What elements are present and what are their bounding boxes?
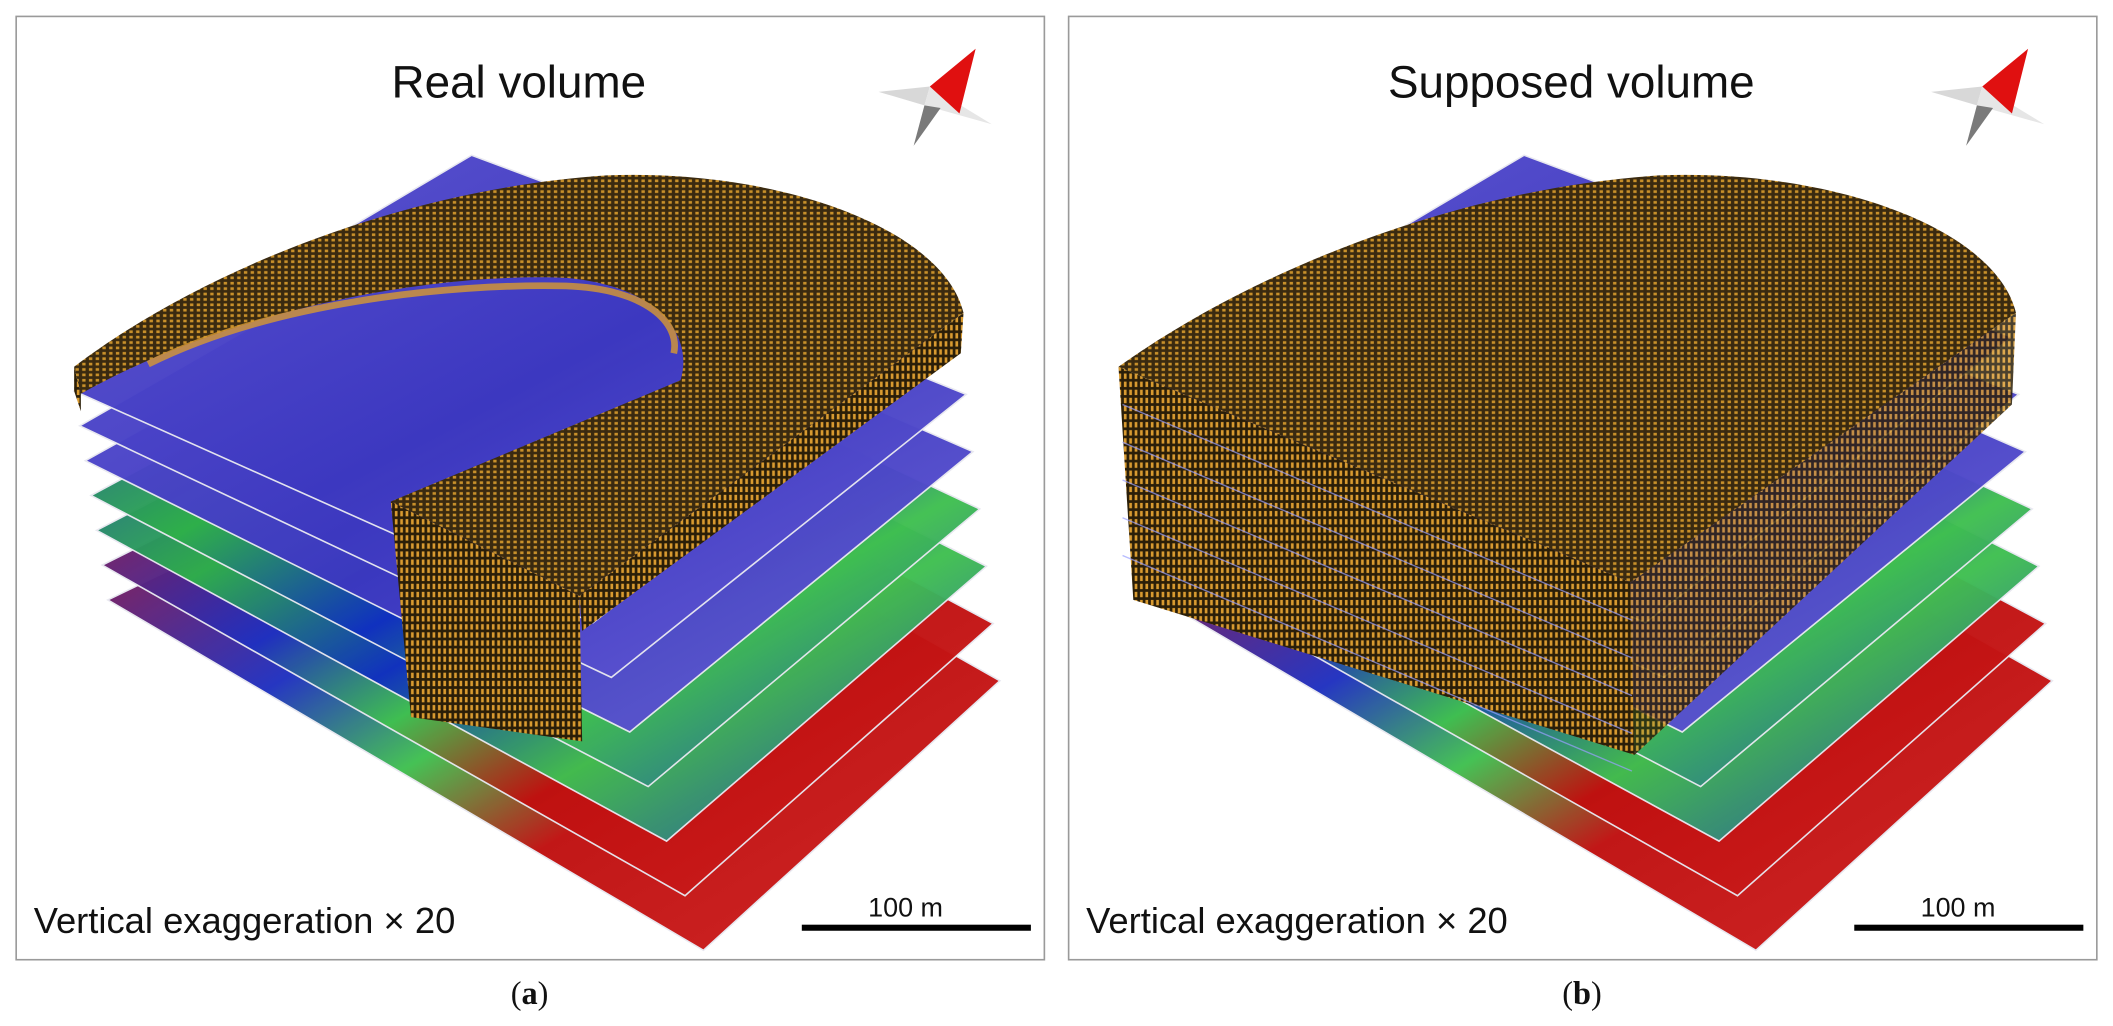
volume-full [1118,174,2016,772]
panel-caption: (a) [511,975,549,1011]
panel-caption: (b) [1562,975,1602,1011]
volume-top-surface [1118,174,2016,583]
compass-icon [878,48,992,146]
volume-front-face [1118,366,1635,755]
vertical-exaggeration-label: Vertical exaggeration × 20 [34,900,456,941]
volume-left-face [74,366,81,412]
panel-title: Real volume [392,56,647,107]
panel-title: Supposed volume [1388,56,1755,107]
compass-south-arm [913,105,941,146]
layer-edge-line [1122,554,1633,772]
compass-north-arm [929,48,976,114]
panel-a: Real volume Vertical exaggeration × 20 100… [15,15,1046,1011]
layer-edge-line [1122,517,1633,734]
layer-edge-line [1122,403,1633,621]
compass-north-arm [1982,48,2029,114]
compass-icon [1931,48,2045,146]
scale-bar-label: 100 m [1921,893,1996,923]
volume-top-surface [74,174,964,596]
volume-right-face [579,312,964,631]
scale-bar [1854,924,2084,931]
volume-horseshoe [74,174,964,742]
panel-b: Supposed volume Vertical exaggeration × 2… [1067,15,2098,1011]
vertical-exaggeration-label: Vertical exaggeration × 20 [1086,900,1508,941]
layer-edge-line [1122,441,1633,659]
volume-right-face [1630,312,2016,755]
volume-front-face [390,501,583,742]
volume-inner-wall [146,282,678,368]
compass-south-arm [1966,105,1994,146]
layer-edge-line [1122,479,1633,697]
compass-west-arm [878,86,930,106]
compass-west-arm [1931,86,1983,106]
scale-bar-label: 100 m [868,893,943,923]
scale-bar [801,924,1031,931]
